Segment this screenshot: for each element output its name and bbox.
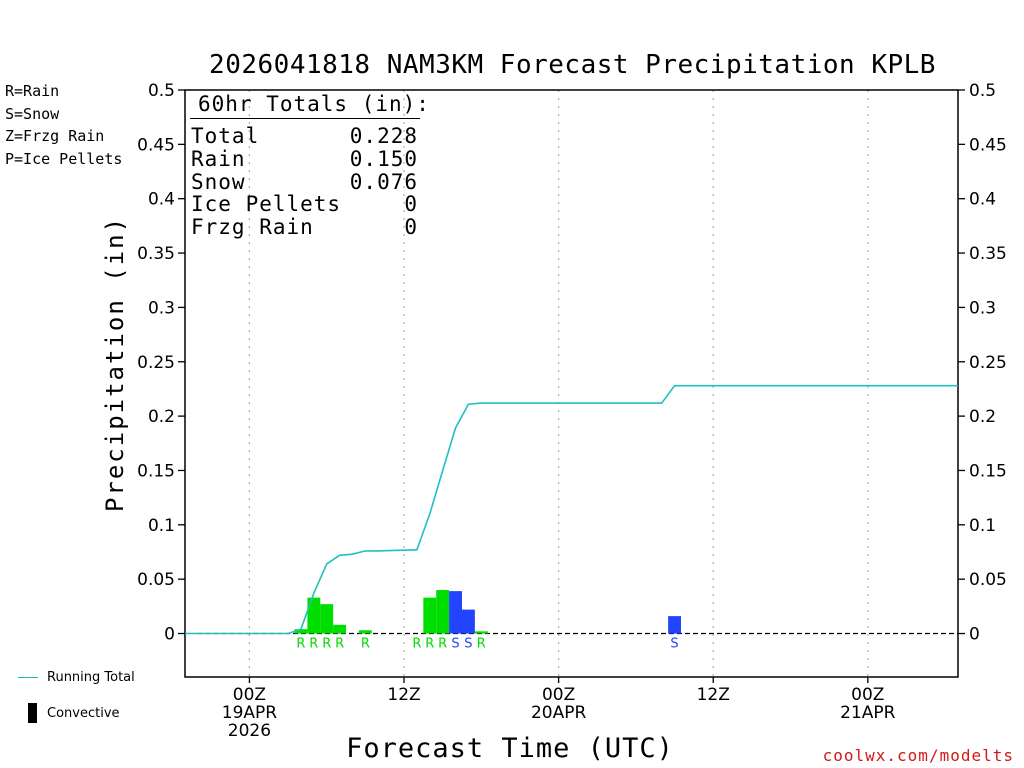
precip-bar bbox=[436, 590, 450, 634]
y-tick-label-left: 0.3 bbox=[148, 298, 175, 318]
totals-value-frzg-rain: 0 bbox=[404, 215, 418, 239]
precip-bar bbox=[320, 604, 334, 634]
y-tick-label-left: 0.35 bbox=[137, 244, 175, 264]
y-tick-label-left: 0.45 bbox=[137, 135, 175, 155]
y-tick-label-right: 0.45 bbox=[969, 135, 1007, 155]
y-tick-label-left: 0 bbox=[164, 625, 175, 645]
y-tick-label-right: 0.1 bbox=[969, 516, 996, 536]
chart-title: 2026041818 NAM3KM Forecast Precipitation… bbox=[209, 50, 936, 80]
x-tick-label: 00Z bbox=[233, 685, 266, 705]
precip-type-label: S bbox=[464, 637, 472, 652]
totals-label-rain: Rain bbox=[191, 147, 246, 171]
x-axis-label: Forecast Time (UTC) bbox=[346, 733, 674, 764]
totals-label-frzg-rain: Frzg Rain bbox=[191, 215, 314, 239]
precip-type-label: R bbox=[412, 637, 421, 652]
totals-label-total: Total bbox=[191, 124, 260, 148]
totals-value-snow: 0.076 bbox=[349, 170, 418, 194]
running-total-legend-label: Running Total bbox=[47, 670, 135, 685]
precip-bar bbox=[423, 597, 437, 634]
convective-legend-label: Convective bbox=[47, 706, 120, 721]
y-tick-label-left: 0.05 bbox=[137, 570, 175, 590]
y-tick-label-right: 0.4 bbox=[969, 190, 996, 210]
x-tick-label: 12Z bbox=[697, 685, 730, 705]
credit-text: coolwx.com/modelts bbox=[822, 746, 1014, 765]
y-tick-label-left: 0.5 bbox=[148, 81, 175, 101]
y-tick-label-right: 0.3 bbox=[969, 298, 996, 318]
y-tick-label-right: 0.25 bbox=[969, 353, 1007, 373]
precip-bar bbox=[358, 630, 372, 634]
x-tick-label: 20APR bbox=[531, 703, 587, 723]
plot-frame bbox=[184, 89, 959, 678]
legend-snow: S=Snow bbox=[5, 105, 59, 123]
legend-snow-label: S=Snow bbox=[5, 105, 60, 123]
x-tick-label: 12Z bbox=[387, 685, 420, 705]
precip-type-label: S bbox=[670, 637, 678, 652]
precip-type-label: R bbox=[296, 637, 305, 652]
legend-ice-pellets-label: P=Ice Pellets bbox=[5, 150, 123, 168]
precip-type-label: R bbox=[438, 637, 447, 652]
precip-type-label: R bbox=[477, 637, 486, 652]
totals-value-rain: 0.150 bbox=[349, 147, 418, 171]
y-tick-label-right: 0.5 bbox=[969, 81, 996, 101]
y-tick-label-right: 0 bbox=[969, 625, 980, 645]
x-tick-label: 21APR bbox=[840, 703, 896, 723]
y-tick-label-right: 0.15 bbox=[969, 461, 1007, 481]
y-tick-label-left: 0.15 bbox=[137, 461, 175, 481]
legend-frzg-rain: Z=Frzg Rain bbox=[5, 127, 104, 145]
x-tick-label: 00Z bbox=[542, 685, 575, 705]
precip-bar bbox=[294, 629, 308, 634]
legend-frzg-rain-label: Z=Frzg Rain bbox=[5, 127, 105, 145]
totals-label-ice-pellets: Ice Pellets bbox=[191, 192, 342, 216]
precip-type-label: R bbox=[335, 637, 344, 652]
precip-type-label: S bbox=[451, 637, 459, 652]
precip-bar bbox=[668, 616, 682, 634]
totals-value-ice-pellets: 0 bbox=[404, 192, 418, 216]
precip-type-label: R bbox=[361, 637, 370, 652]
totals-heading: 60hr Totals (in): bbox=[198, 92, 430, 116]
y-tick-label-right: 0.35 bbox=[969, 244, 1007, 264]
y-tick-label-left: 0.4 bbox=[148, 190, 175, 210]
precip-bar bbox=[474, 631, 488, 634]
precip-type-label: R bbox=[322, 637, 331, 652]
y-tick-label-right: 0.2 bbox=[969, 407, 996, 427]
x-tick-label: 2026 bbox=[228, 721, 271, 741]
running-total-legend-swatch bbox=[18, 677, 38, 678]
running-total-line bbox=[185, 384, 958, 635]
precip-type-label: R bbox=[309, 637, 318, 652]
y-tick-label-left: 0.25 bbox=[137, 353, 175, 373]
precip-type-label: R bbox=[425, 637, 434, 652]
precip-bar bbox=[461, 609, 475, 634]
totals-value-total: 0.228 bbox=[349, 124, 418, 148]
totals-label-snow: Snow bbox=[191, 170, 246, 194]
y-tick-label-right: 0.05 bbox=[969, 570, 1007, 590]
x-tick-label: 00Z bbox=[851, 685, 884, 705]
legend-rain-label: R=Rain bbox=[5, 82, 60, 100]
precip-bar bbox=[449, 591, 462, 634]
y-tick-label-left: 0.1 bbox=[148, 516, 175, 536]
legend-ice-pellets: P=Ice Pellets bbox=[5, 150, 122, 168]
precip-bar bbox=[333, 624, 347, 634]
x-tick-label: 19APR bbox=[222, 703, 278, 723]
convective-legend-swatch bbox=[28, 703, 37, 723]
y-tick-label-left: 0.2 bbox=[148, 407, 175, 427]
legend-rain: R=Rain bbox=[5, 82, 59, 100]
precip-bar bbox=[307, 597, 321, 634]
totals-underline bbox=[190, 118, 420, 119]
